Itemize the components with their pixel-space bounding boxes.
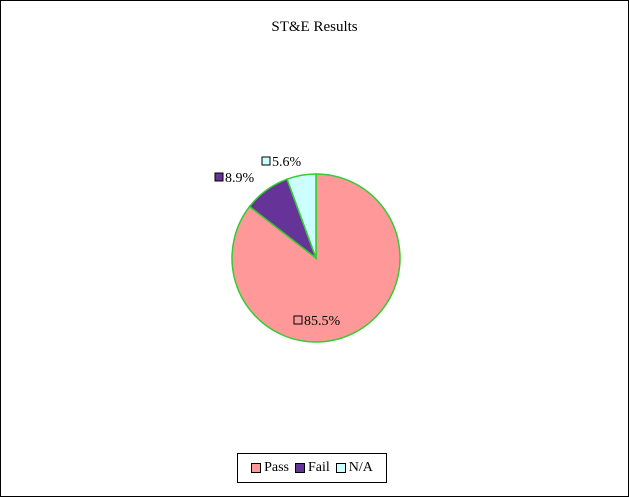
legend-swatch-fail xyxy=(295,463,305,473)
data-label-fail: 8.9% xyxy=(225,171,255,186)
data-label-na: 5.6% xyxy=(272,155,302,170)
legend-label-na: N/A xyxy=(348,460,373,475)
legend-swatch-na xyxy=(335,463,346,473)
legend-label-fail: Fail xyxy=(308,460,330,475)
pie-slice-na xyxy=(286,173,317,259)
legend-entry-na: N/A xyxy=(335,460,373,476)
data-label-marker-fail xyxy=(214,172,224,182)
legend-label-pass: Pass xyxy=(264,460,289,475)
data-label-marker-na xyxy=(261,156,271,166)
data-label-marker-pass xyxy=(293,315,303,325)
legend-entry-fail: Fail xyxy=(295,460,330,476)
chart-title: ST&E Results xyxy=(271,19,358,35)
data-label-pass: 85.5% xyxy=(304,314,341,329)
legend-swatch-pass xyxy=(251,463,262,473)
legend: Pass Fail N/A xyxy=(237,453,387,483)
legend-entry-pass: Pass xyxy=(251,460,289,476)
